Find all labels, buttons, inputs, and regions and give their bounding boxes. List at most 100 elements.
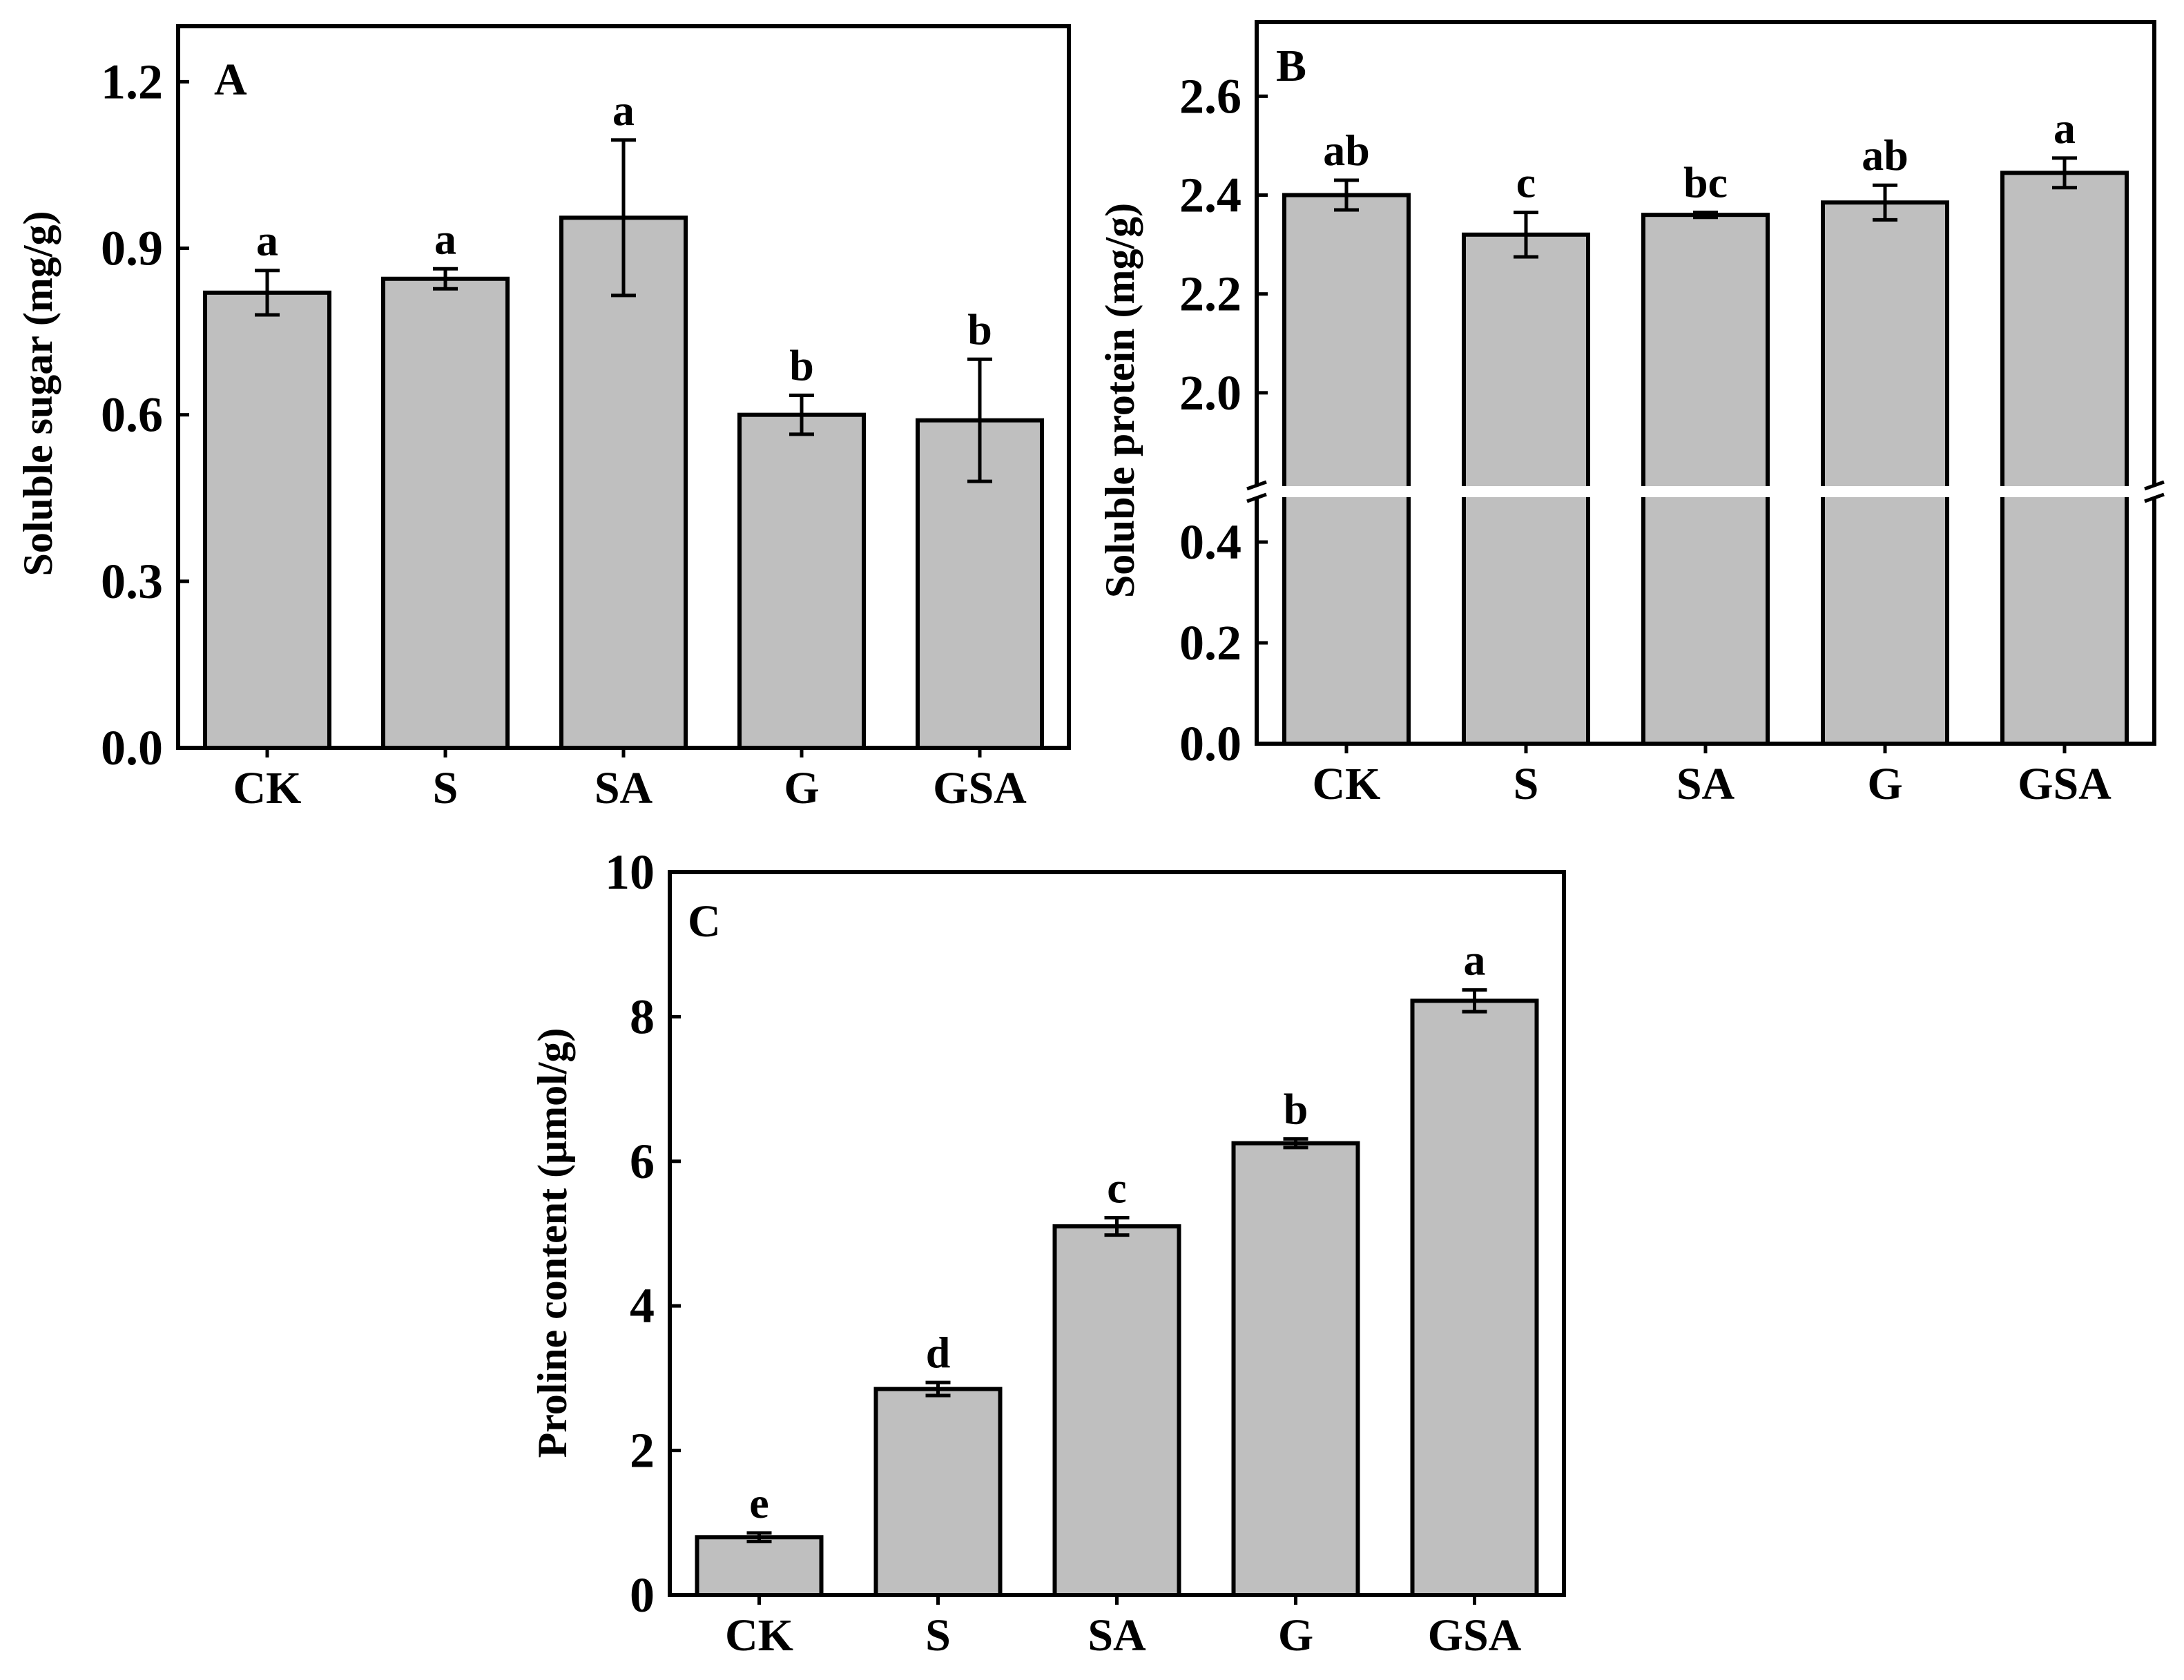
y-tick-label: 0.9 <box>101 221 163 276</box>
y-tick-label: 0.3 <box>101 554 163 609</box>
error-bar-s <box>433 267 458 291</box>
error-bar-gsa <box>967 357 992 483</box>
x-tick-label-s: S <box>925 1610 951 1661</box>
plot-frame-a <box>176 24 1071 750</box>
y-tick-label: 2.4 <box>1179 168 1241 223</box>
y-ticks-c: 0 2 4 6 8 10 <box>605 844 1476 1623</box>
y-tick-label: 0.0 <box>1179 716 1241 771</box>
panel-label-a: A <box>214 55 247 105</box>
x-tick-label-gsa: GSA <box>1428 1610 1522 1661</box>
panel-label-c: C <box>688 896 721 947</box>
y-tick-label: 8 <box>630 989 655 1044</box>
x-tick-label-sa: SA <box>1088 1610 1146 1661</box>
x-tick-label-ck: CK <box>1313 759 1381 809</box>
x-tick-label-ck: CK <box>725 1610 793 1661</box>
x-tick-label-gsa: GSA <box>933 763 1027 813</box>
bar-sa <box>1641 213 1770 746</box>
y-axis-title-c: Proline content (μmol/g) <box>530 1028 575 1458</box>
y-tick-label: 2 <box>630 1423 655 1478</box>
y-tick-label: 6 <box>630 1134 655 1189</box>
significance-labels-c: e d c b a <box>749 936 1485 1527</box>
y-tick-label: 10 <box>605 844 655 900</box>
panel-a: A Soluble sugar (mg/g) 0.0 0.3 0.6 0.9 1.2 C… <box>15 24 1071 813</box>
error-bar-ck <box>746 1531 772 1544</box>
significance-label-gsa: a <box>1464 936 1486 985</box>
significance-label-gsa: b <box>967 305 992 354</box>
x-tick-label-sa: SA <box>595 763 653 813</box>
y-axis-title-a: Soluble sugar (mg/g) <box>15 211 61 577</box>
plot-frame-c <box>668 870 1566 1597</box>
error-bar-g <box>1283 1137 1308 1150</box>
x-tick-labels-c: CK S SA G GSA <box>725 1610 1522 1661</box>
y-axis-title-b: Soluble protein (mg/g) <box>1097 203 1143 598</box>
axis-break-marker <box>1246 480 2165 503</box>
bar-gsa <box>1410 998 1539 1597</box>
bars-c <box>695 988 1539 1597</box>
x-tick-label-s: S <box>433 763 458 813</box>
y-tick-label: 2.6 <box>1179 68 1241 124</box>
x-tick-label-g: G <box>1278 1610 1313 1661</box>
bar-sa <box>1052 1224 1181 1597</box>
significance-label-g: b <box>1284 1084 1308 1133</box>
bar-s <box>873 1387 1003 1597</box>
y-ticks-a: 0.0 0.3 0.6 0.9 1.2 <box>101 54 982 775</box>
plot-frame-b <box>1255 20 2156 746</box>
y-tick-label: 0 <box>630 1567 655 1623</box>
significance-label-ck: a <box>256 216 278 265</box>
bar-s <box>381 276 510 750</box>
bar-sa <box>559 215 688 751</box>
error-bar-ck <box>1334 178 1359 212</box>
panel-b: B Soluble protein (mg/g) 0.0 0.2 0.4 2.0 2.2… <box>1097 20 2165 809</box>
y-tick-label: 1.2 <box>101 54 163 109</box>
axis-break-slash-left-2 <box>1246 492 1267 503</box>
bar-ck <box>1282 193 1411 746</box>
significance-label-g: b <box>789 341 814 390</box>
error-bar-gsa <box>1462 988 1487 1014</box>
axis-break-slash-right-1 <box>2144 480 2165 491</box>
error-bar-ck <box>255 269 280 317</box>
bars-a <box>203 138 1044 751</box>
bar-g <box>737 412 866 750</box>
y-tick-label: 2.0 <box>1179 365 1241 421</box>
significance-labels-b: ab c bc ab a <box>1323 104 2076 207</box>
bars-b <box>1282 156 2129 746</box>
y-tick-label: 0.4 <box>1179 514 1241 570</box>
error-bar-sa <box>1693 211 1718 220</box>
significance-label-s: c <box>1516 158 1536 207</box>
panel-c: C Proline content (μmol/g) 0 2 4 6 8 10 CK S SA… <box>530 844 1566 1661</box>
significance-label-sa: a <box>612 86 635 135</box>
significance-label-g: ab <box>1862 131 1908 180</box>
significance-label-s: d <box>926 1328 951 1377</box>
axis-break-slash-left-1 <box>1246 480 1267 491</box>
bar-g <box>1231 1141 1360 1597</box>
x-tick-label-g: G <box>784 763 819 813</box>
y-tick-label: 0.0 <box>101 720 163 775</box>
bar-ck <box>203 290 331 751</box>
error-bar-s <box>925 1380 951 1398</box>
significance-labels-a: a a a b b <box>256 86 992 390</box>
x-tick-label-gsa: GSA <box>2018 759 2111 809</box>
bar-g <box>1821 200 1949 746</box>
significance-label-sa: bc <box>1683 158 1728 207</box>
error-bar-s <box>1514 211 1538 259</box>
significance-label-ck: e <box>749 1478 769 1527</box>
y-tick-label: 0.6 <box>101 387 163 443</box>
x-tick-label-sa: SA <box>1676 759 1735 809</box>
bar-gsa <box>2000 171 2129 746</box>
axis-break-gap <box>1250 486 2163 497</box>
error-bar-g <box>789 394 814 436</box>
error-bar-sa <box>1104 1215 1130 1237</box>
axis-break-slash-right-2 <box>2144 492 2165 503</box>
y-tick-label: 2.2 <box>1179 267 1241 322</box>
x-tick-labels-b: CK S SA G GSA <box>1313 759 2112 809</box>
y-tick-label: 0.2 <box>1179 615 1241 670</box>
x-tick-label-g: G <box>1867 759 1902 809</box>
significance-label-ck: ab <box>1323 126 1370 175</box>
significance-label-gsa: a <box>2053 104 2076 153</box>
x-tick-label-ck: CK <box>233 763 302 813</box>
bar-ck <box>695 1535 824 1597</box>
significance-label-sa: c <box>1107 1163 1126 1212</box>
error-bar-gsa <box>2052 156 2077 190</box>
significance-label-s: a <box>434 214 456 263</box>
